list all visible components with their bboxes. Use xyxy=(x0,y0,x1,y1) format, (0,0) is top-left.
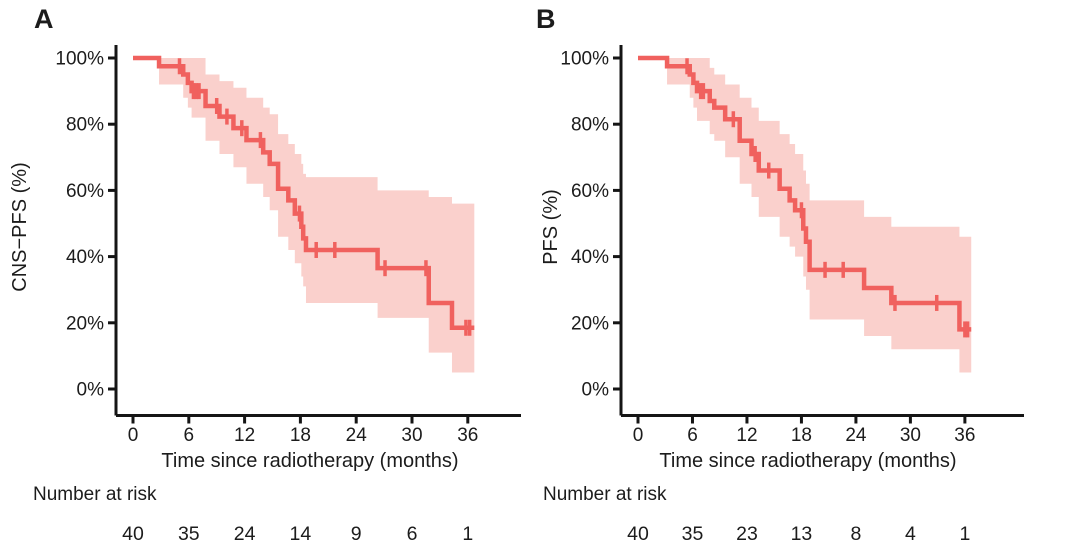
y-axis-title: PFS (%) xyxy=(540,189,562,265)
panel-a: 0% 20% 40% 60% 80% 100% 0 6 12 18 24 30 36 40 35 24 14 9 6… xyxy=(9,4,521,545)
x-axis-title: Time since radiotherapy (months) xyxy=(161,450,459,472)
km-plot-cns-pfs: 0% 20% 40% 60% 80% 100% 0 6 12 18 24 30 36 40 35 24 14 9 6… xyxy=(55,45,521,545)
risk-count: 13 xyxy=(791,523,813,545)
panel-b-label: B xyxy=(536,4,556,34)
x-tick-label: 18 xyxy=(791,425,812,446)
x-tick-label: 6 xyxy=(687,425,698,446)
number-at-risk-label: Number at risk xyxy=(543,484,667,505)
x-axis-title: Time since radiotherapy (months) xyxy=(659,450,957,472)
risk-count: 1 xyxy=(462,523,473,545)
y-tick-label: 80% xyxy=(571,115,609,136)
panel-a-label: A xyxy=(34,4,54,34)
x-tick-label: 36 xyxy=(457,425,478,446)
y-tick-label: 20% xyxy=(66,313,104,334)
x-tick-label: 24 xyxy=(845,425,867,446)
km-plot-pfs: 0% 20% 40% 60% 80% 100% 0 6 12 18 24 30 36 40 35 23 13 8 4… xyxy=(560,45,1024,545)
x-tick-label: 36 xyxy=(954,425,975,446)
risk-count: 23 xyxy=(736,523,758,545)
y-tick-label: 60% xyxy=(571,181,609,202)
risk-count: 40 xyxy=(122,523,144,545)
x-tick-label: 12 xyxy=(234,425,255,446)
confidence-interval-band xyxy=(159,58,475,373)
y-axis-title: CNS−PFS (%) xyxy=(9,162,31,292)
risk-count: 8 xyxy=(850,523,861,545)
y-tick-label: 40% xyxy=(66,247,104,268)
x-tick-label: 30 xyxy=(900,425,921,446)
x-tick-label: 6 xyxy=(184,425,195,446)
y-tick-label: 20% xyxy=(571,313,609,334)
y-tick-label: 60% xyxy=(66,181,104,202)
risk-count: 14 xyxy=(290,523,312,545)
y-tick-label: 100% xyxy=(55,49,104,70)
risk-count: 4 xyxy=(905,523,916,545)
risk-count: 35 xyxy=(178,523,200,545)
x-tick-label: 0 xyxy=(633,425,644,446)
x-tick-label: 12 xyxy=(736,425,757,446)
x-tick-label: 18 xyxy=(290,425,311,446)
x-tick-label: 0 xyxy=(128,425,139,446)
y-tick-label: 0% xyxy=(77,380,105,401)
x-tick-label: 24 xyxy=(346,425,368,446)
risk-count: 40 xyxy=(627,523,649,545)
survival-curve xyxy=(133,55,475,331)
y-tick-label: 40% xyxy=(571,247,609,268)
risk-count: 24 xyxy=(234,523,256,545)
risk-count: 1 xyxy=(959,523,970,545)
confidence-interval-band xyxy=(667,58,972,373)
x-tick-label: 30 xyxy=(401,425,422,446)
y-tick-label: 80% xyxy=(66,115,104,136)
y-tick-label: 100% xyxy=(560,49,609,70)
number-at-risk-label: Number at risk xyxy=(33,484,157,505)
panel-b: 0% 20% 40% 60% 80% 100% 0 6 12 18 24 30 36 40 35 23 13 8 4… xyxy=(536,0,1080,551)
risk-count: 35 xyxy=(682,523,704,545)
risk-count: 9 xyxy=(351,523,362,545)
survival-curve xyxy=(638,55,972,332)
y-tick-label: 0% xyxy=(582,380,610,401)
risk-count: 6 xyxy=(407,523,418,545)
